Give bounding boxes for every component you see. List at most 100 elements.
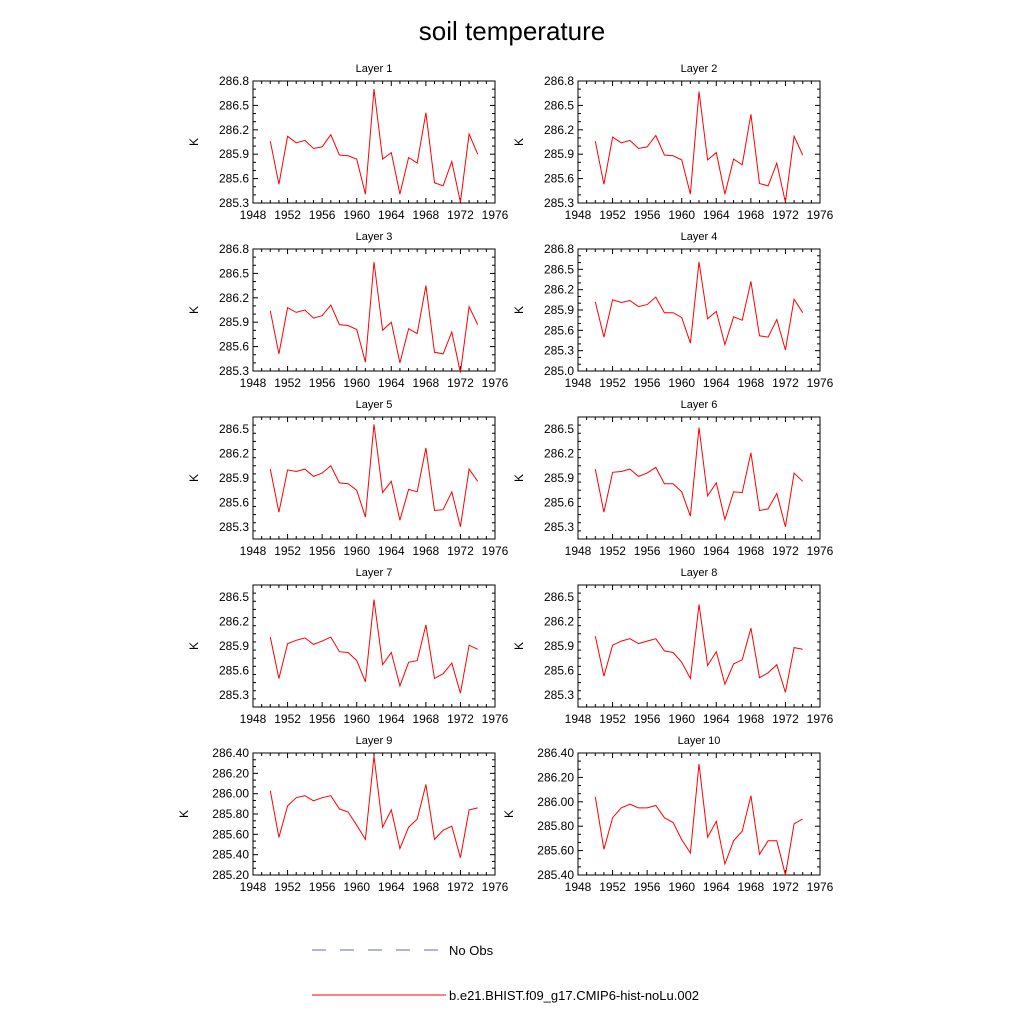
panel-3: 1948 1952 1956 1960 1964 1968 1972 1976 285.3 285…: [187, 231, 509, 390]
y-tick-label: 285.9: [544, 303, 574, 317]
y-tick-label: 285.3: [544, 520, 574, 534]
x-tick-label: 1972: [447, 712, 474, 726]
y-tick-label: 285.0: [544, 364, 574, 378]
y-tick-label: 286.00: [212, 787, 249, 801]
y-tick-label: 286.5: [219, 98, 249, 112]
x-tick-label: 1968: [738, 712, 765, 726]
y-tick-label: 285.60: [537, 844, 574, 858]
y-axis-label: K: [502, 810, 516, 818]
y-tick-label: 286.20: [212, 766, 249, 780]
y-tick-label: 286.20: [537, 770, 574, 784]
x-tick-label: 1976: [807, 712, 834, 726]
x-tick-label: 1948: [565, 544, 592, 558]
series-line: [269, 89, 479, 203]
x-tick-label: 1956: [634, 544, 661, 558]
panel-title: Layer 6: [681, 399, 718, 411]
x-tick-label: 1960: [343, 376, 370, 390]
y-tick-label: 285.6: [544, 323, 574, 337]
x-tick-label: 1960: [668, 544, 695, 558]
x-tick-label: 1952: [599, 880, 626, 894]
panel-title: Layer 8: [681, 567, 718, 579]
y-tick-label: 285.6: [544, 172, 574, 186]
x-tick-label: 1972: [772, 208, 799, 222]
panel-2: 1948 1952 1956 1960 1964 1968 1972 1976 285.3 285…: [512, 63, 834, 222]
x-tick-label: 1956: [634, 376, 661, 390]
legend-label-model: b.e21.BHIST.f09_g17.CMIP6-hist-noLu.002: [449, 988, 699, 1003]
y-tick-label: 285.40: [212, 848, 249, 862]
x-tick-label: 1960: [668, 376, 695, 390]
y-tick-label: 285.9: [544, 639, 574, 653]
series-line: [594, 91, 804, 203]
plot-frame: [252, 80, 496, 204]
panel-10: 1948 1952 1956 1960 1964 1968 1972 1976 285.40 28…: [502, 735, 834, 894]
x-tick-label: 1956: [634, 712, 661, 726]
x-tick-label: 1948: [565, 376, 592, 390]
x-tick-label: 1956: [309, 544, 336, 558]
x-tick-label: 1960: [343, 880, 370, 894]
x-tick-label: 1972: [772, 544, 799, 558]
panel-title: Layer 9: [356, 735, 393, 747]
x-tick-label: 1964: [378, 208, 405, 222]
x-tick-label: 1952: [274, 544, 301, 558]
y-tick-label: 285.9: [219, 471, 249, 485]
x-tick-label: 1956: [309, 712, 336, 726]
plot-frame: [577, 80, 821, 204]
y-tick-label: 285.6: [544, 495, 574, 509]
y-tick-label: 285.6: [219, 340, 249, 354]
y-axis-label: K: [177, 810, 191, 818]
y-axis-label: K: [512, 138, 526, 146]
x-tick-label: 1972: [447, 376, 474, 390]
y-tick-label: 285.3: [544, 344, 574, 358]
y-tick-label: 286.2: [544, 447, 574, 461]
x-tick-label: 1968: [738, 208, 765, 222]
y-tick-label: 286.40: [212, 746, 249, 760]
x-tick-label: 1952: [599, 376, 626, 390]
y-tick-label: 286.40: [537, 746, 574, 760]
y-tick-label: 285.3: [544, 688, 574, 702]
y-tick-label: 285.9: [544, 471, 574, 485]
panel-9: 1948 1952 1956 1960 1964 1968 1972 1976 285.20 28…: [177, 735, 509, 894]
y-axis-label: K: [512, 642, 526, 650]
x-tick-label: 1960: [668, 712, 695, 726]
y-tick-label: 286.5: [544, 262, 574, 276]
x-tick-label: 1948: [565, 208, 592, 222]
plot-frame: [252, 752, 496, 876]
y-tick-label: 286.5: [544, 98, 574, 112]
y-tick-label: 286.2: [544, 123, 574, 137]
x-tick-label: 1976: [807, 544, 834, 558]
x-tick-label: 1964: [703, 208, 730, 222]
series-line: [269, 424, 479, 527]
x-tick-label: 1976: [482, 712, 509, 726]
x-tick-label: 1956: [309, 208, 336, 222]
x-tick-label: 1960: [668, 208, 695, 222]
y-tick-label: 285.3: [219, 520, 249, 534]
x-tick-label: 1960: [343, 712, 370, 726]
x-tick-label: 1976: [482, 544, 509, 558]
y-tick-label: 285.9: [544, 147, 574, 161]
x-tick-label: 1948: [240, 208, 267, 222]
x-tick-label: 1956: [634, 880, 661, 894]
y-tick-label: 286.8: [219, 74, 249, 88]
x-tick-label: 1972: [447, 880, 474, 894]
x-tick-label: 1964: [378, 376, 405, 390]
figure-title: soil temperature: [419, 16, 605, 46]
panel-7: 1948 1952 1956 1960 1964 1968 1972 1976 285.3 285…: [187, 567, 509, 726]
y-tick-label: 285.3: [544, 196, 574, 210]
x-tick-label: 1968: [413, 544, 440, 558]
x-tick-label: 1968: [738, 544, 765, 558]
series-line: [269, 755, 478, 858]
x-tick-label: 1976: [807, 880, 834, 894]
x-tick-label: 1964: [378, 712, 405, 726]
x-tick-label: 1948: [240, 880, 267, 894]
legend-label-no-obs: No Obs: [449, 943, 494, 958]
x-tick-label: 1948: [240, 376, 267, 390]
y-tick-label: 286.2: [219, 447, 249, 461]
panel-title: Layer 5: [356, 399, 393, 411]
y-tick-label: 286.2: [219, 123, 249, 137]
y-tick-label: 285.80: [537, 819, 574, 833]
x-tick-label: 1968: [413, 712, 440, 726]
series-line: [594, 604, 803, 693]
y-axis-label: K: [187, 642, 201, 650]
y-tick-label: 285.6: [219, 172, 249, 186]
legend: No Obs b.e21.BHIST.f09_g17.CMIP6-hist-no…: [312, 943, 699, 1003]
